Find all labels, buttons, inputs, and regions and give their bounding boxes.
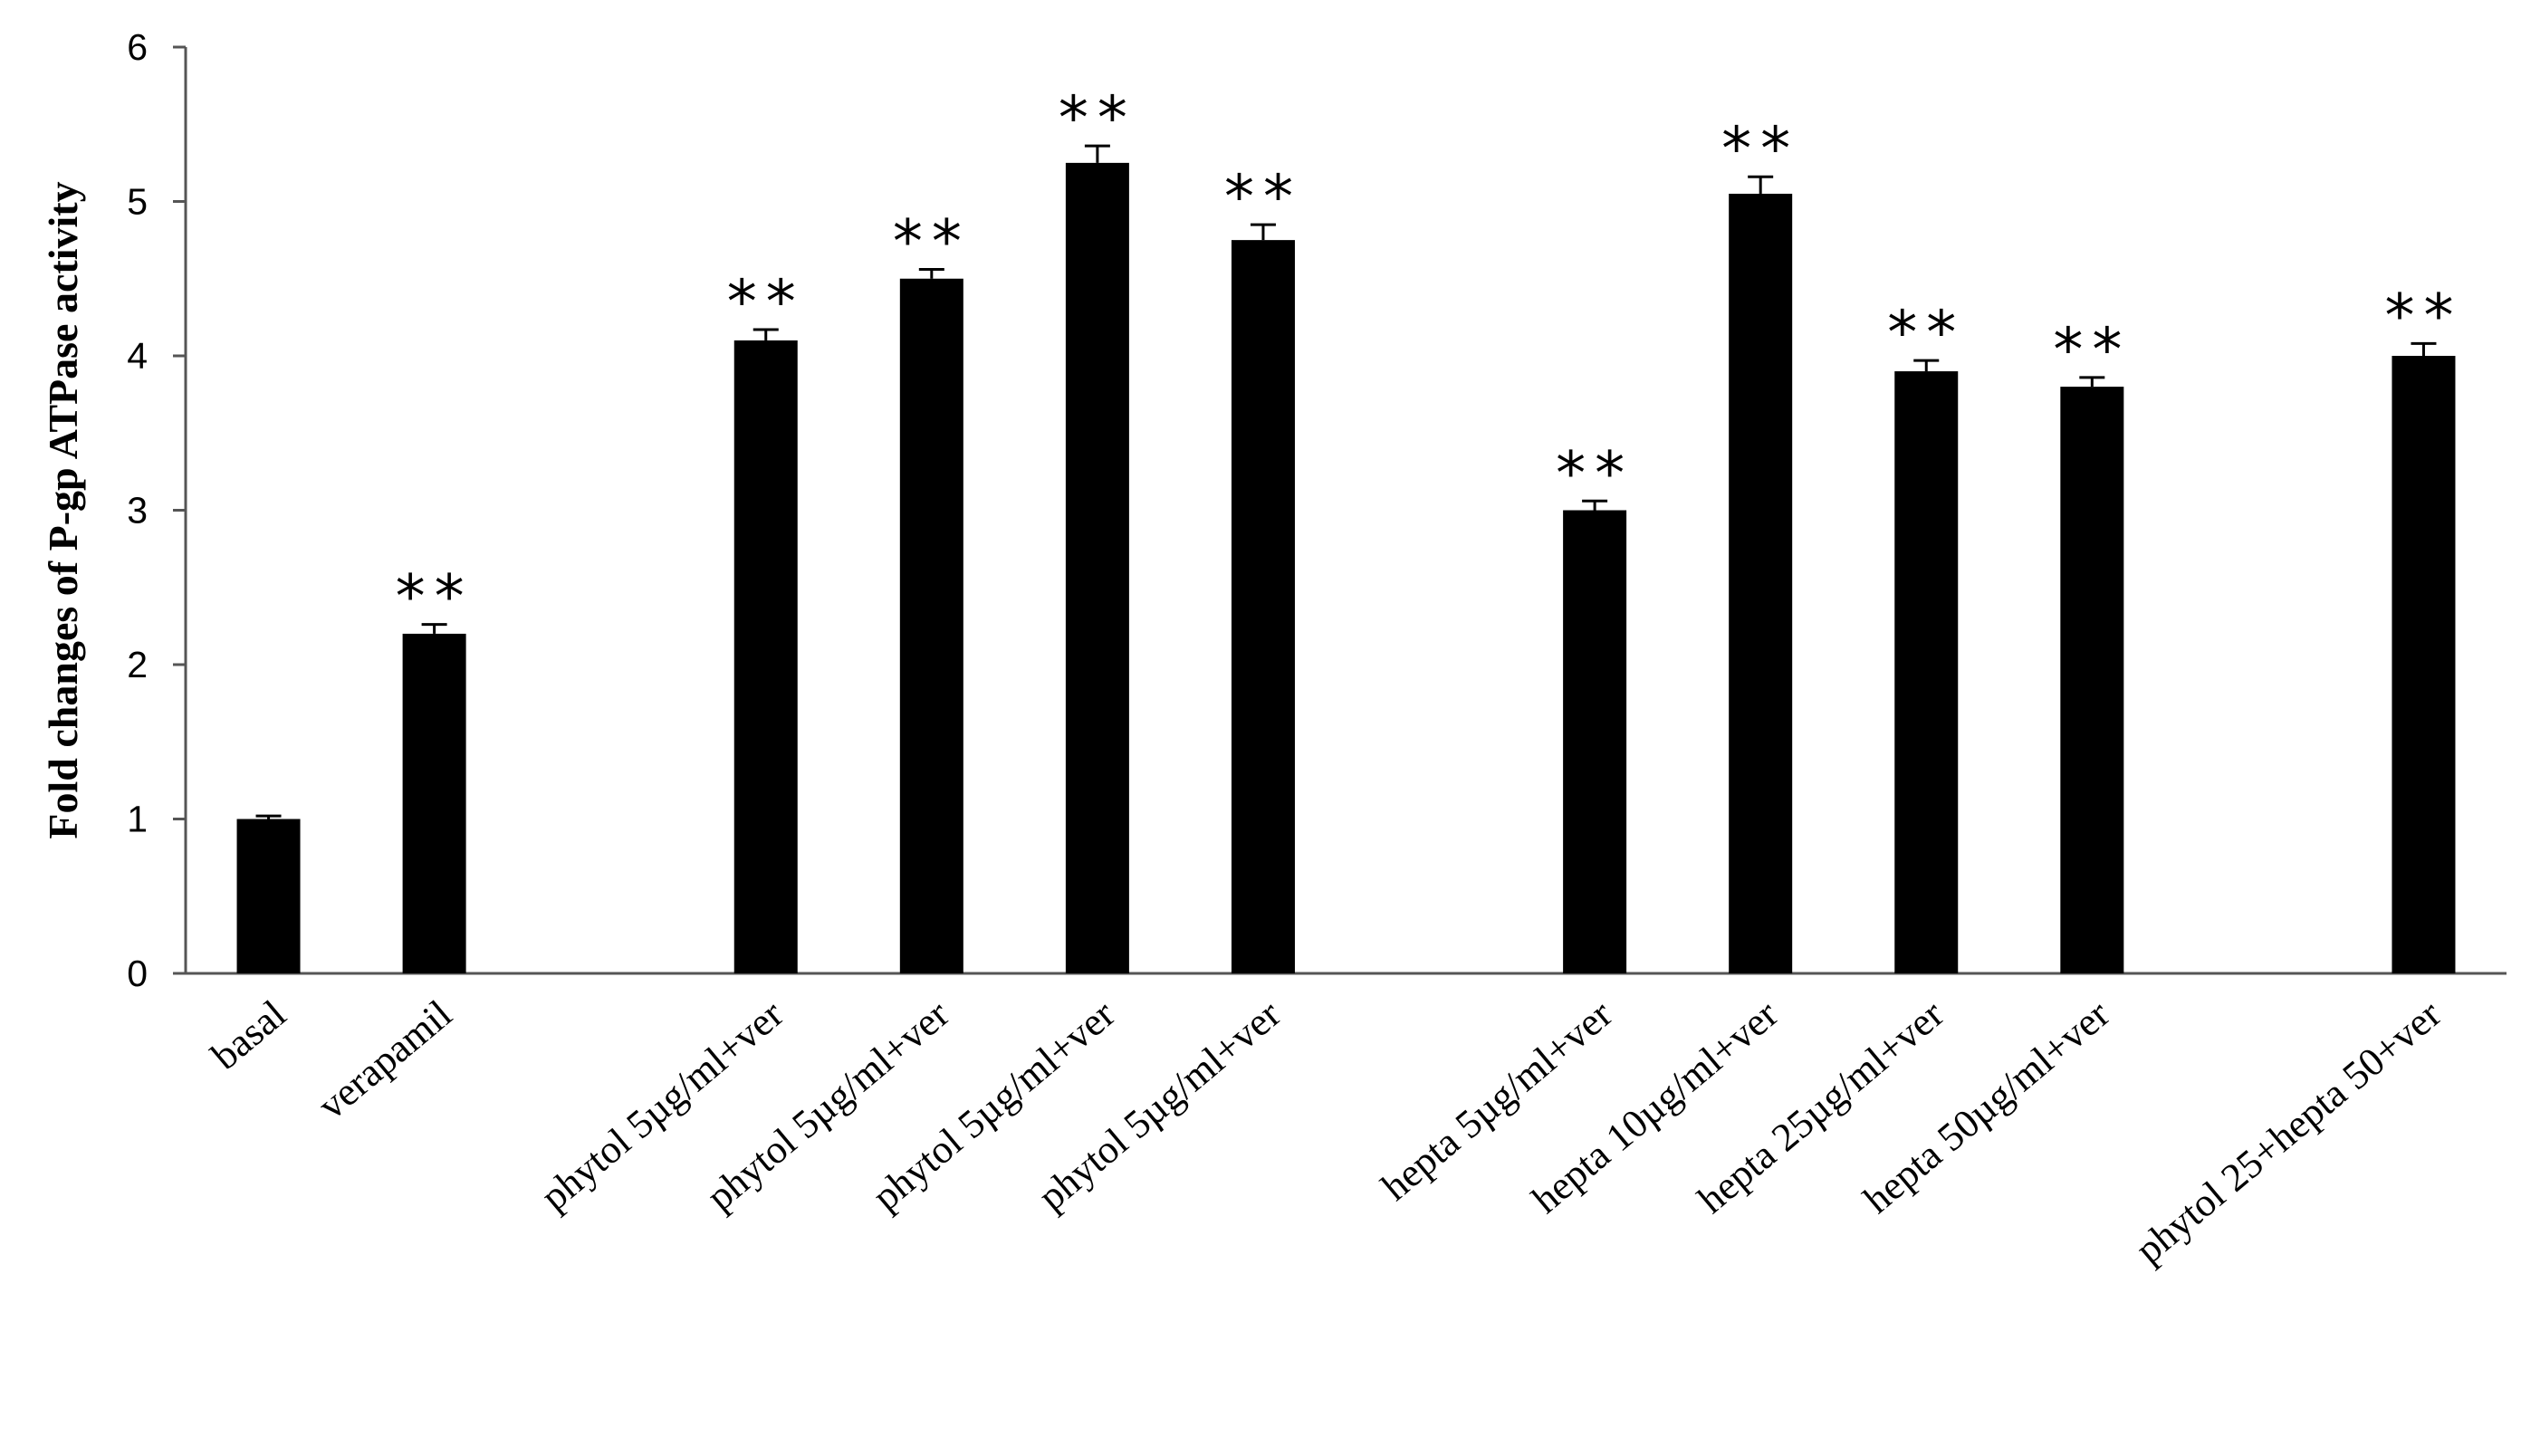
x-tick-label: phytol 25+hepta 50+ver xyxy=(2127,991,2449,1272)
error-bars xyxy=(255,144,2437,819)
bar xyxy=(2392,356,2456,973)
significance-marker: ** xyxy=(1059,83,1136,153)
y-axis-label-group: Fold changes of P-gp ATPase activity xyxy=(40,181,86,838)
bar xyxy=(1065,162,1129,973)
significance-marker: ** xyxy=(2053,315,2131,385)
y-tick-label: 3 xyxy=(127,490,148,532)
significance-marker: ** xyxy=(396,562,474,632)
bars xyxy=(236,162,2456,974)
bar xyxy=(1729,193,1793,974)
y-tick-label: 6 xyxy=(127,26,148,68)
bar xyxy=(1563,510,1627,973)
significance-marker: ** xyxy=(1224,162,1302,232)
y-tick-label: 1 xyxy=(127,799,148,840)
significance-marker: ** xyxy=(893,207,971,277)
bar xyxy=(733,340,798,973)
significance-marker: ** xyxy=(1887,298,1965,368)
significance-markers: ** ** ** ** ** ** ** ** ** ** xyxy=(396,83,2462,632)
y-tick-label: 0 xyxy=(127,953,148,994)
significance-marker: ** xyxy=(2384,281,2462,350)
bar xyxy=(402,633,466,973)
axes xyxy=(184,47,2507,975)
x-tick-label: basal xyxy=(203,991,294,1078)
y-tick-label: 5 xyxy=(127,181,148,223)
bar xyxy=(236,819,301,973)
y-tick-label: 4 xyxy=(127,335,148,377)
y-tick-label: 2 xyxy=(127,644,148,685)
x-tick-label: verapamil xyxy=(310,991,460,1128)
bar xyxy=(1894,371,1959,973)
y-axis-label: Fold changes of P-gp ATPase activity xyxy=(40,181,86,838)
significance-marker: ** xyxy=(1721,114,1799,184)
bar xyxy=(1231,240,1295,973)
bar xyxy=(2060,387,2124,974)
y-axis-ticks: 0 1 2 3 4 5 6 xyxy=(127,26,186,994)
significance-marker: ** xyxy=(727,267,805,337)
significance-marker: ** xyxy=(1556,438,1634,508)
bar xyxy=(899,278,963,973)
